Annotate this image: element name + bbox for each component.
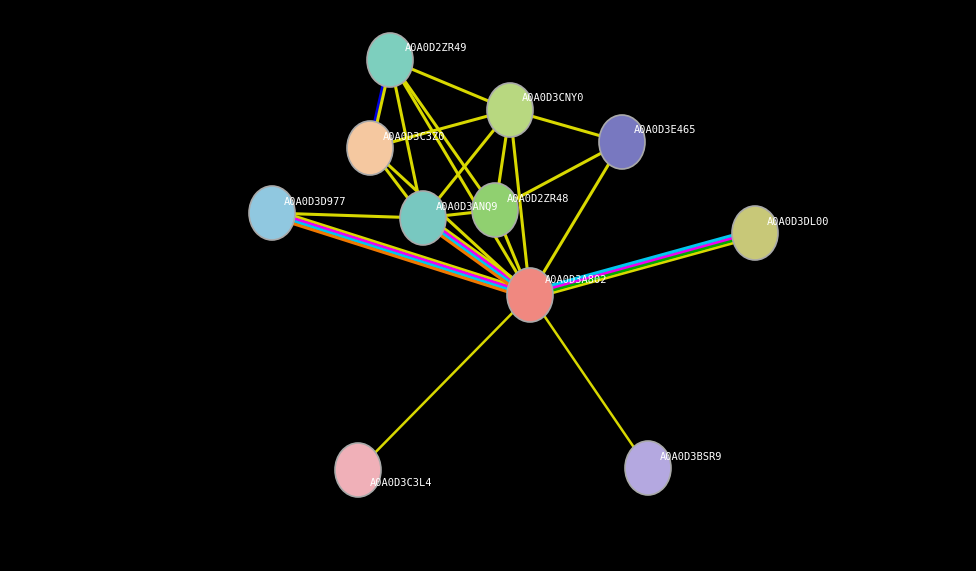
Text: A0A0D3DL00: A0A0D3DL00	[767, 217, 830, 227]
Text: A0A0D2ZR48: A0A0D2ZR48	[507, 194, 570, 204]
Text: A0A0D3E465: A0A0D3E465	[634, 125, 697, 135]
Text: A0A0D3C3L4: A0A0D3C3L4	[370, 478, 432, 488]
Text: A0A0D3CNY0: A0A0D3CNY0	[522, 93, 585, 103]
Ellipse shape	[472, 183, 518, 237]
Ellipse shape	[400, 191, 446, 245]
Ellipse shape	[347, 121, 393, 175]
Text: A0A0D3ANQ9: A0A0D3ANQ9	[436, 202, 499, 212]
Ellipse shape	[599, 115, 645, 169]
Text: A0A0D3BSR9: A0A0D3BSR9	[660, 452, 722, 462]
Ellipse shape	[249, 186, 295, 240]
Text: A0A0D3D977: A0A0D3D977	[284, 197, 346, 207]
Text: A0A0D3C3Z0: A0A0D3C3Z0	[383, 132, 445, 142]
Ellipse shape	[335, 443, 381, 497]
Ellipse shape	[367, 33, 413, 87]
Text: A0A0D2ZR49: A0A0D2ZR49	[405, 43, 468, 53]
Ellipse shape	[487, 83, 533, 137]
Ellipse shape	[625, 441, 671, 495]
Text: A0A0D3A802: A0A0D3A802	[545, 275, 607, 285]
Ellipse shape	[732, 206, 778, 260]
Ellipse shape	[507, 268, 553, 322]
